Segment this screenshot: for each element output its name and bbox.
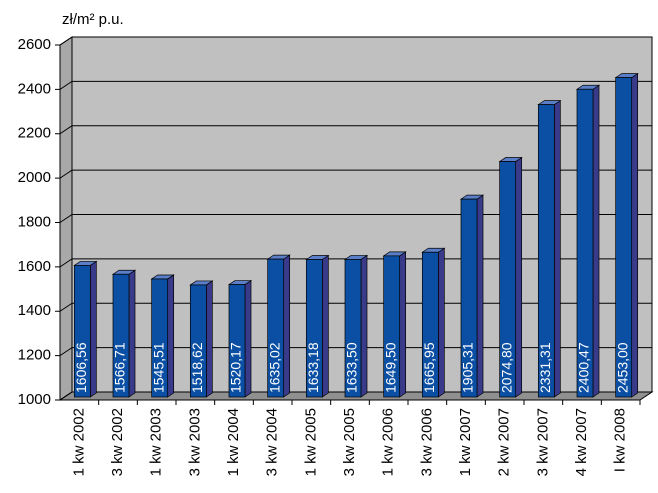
value-label: 1606,56: [73, 342, 89, 393]
x-tick-label: 3 kw 2002: [109, 408, 126, 476]
bar: [343, 254, 369, 398]
bar: [421, 247, 446, 398]
bar-side: [89, 260, 97, 398]
y-tick-label: 1200: [18, 347, 51, 364]
bar-front: [576, 88, 594, 398]
grid-line: [59, 169, 73, 179]
bar-front: [537, 104, 555, 398]
bar-front: [499, 161, 517, 398]
grid-line: [59, 347, 73, 357]
bar-side: [592, 84, 600, 398]
bar-front: [344, 259, 362, 398]
grid-line: [59, 214, 73, 223]
bar-side: [553, 99, 561, 398]
bar: [305, 254, 330, 398]
x-tick-label: 4 kw 2007: [573, 408, 590, 476]
bar-side: [167, 274, 175, 398]
value-label: 1566,71: [112, 342, 128, 393]
bar-side: [244, 279, 252, 398]
bar: [498, 156, 523, 398]
bar-front: [112, 273, 130, 398]
bar: [614, 72, 639, 398]
grid-line: [59, 391, 73, 401]
bar-side: [360, 254, 368, 398]
bar: [537, 99, 562, 398]
bar-side: [205, 280, 213, 398]
y-tick-label: 1800: [18, 213, 51, 230]
bar: [111, 269, 137, 398]
bar-front: [73, 265, 91, 398]
bar-front: [267, 258, 285, 398]
value-label: 1633,50: [344, 342, 360, 393]
y-tick-label: 1400: [18, 302, 51, 319]
bar: [73, 260, 98, 398]
value-label: 1635,02: [266, 342, 282, 393]
grid-line: [59, 302, 73, 312]
bar-side: [321, 254, 329, 398]
bar-side: [399, 251, 407, 398]
value-label: 1545,51: [150, 342, 166, 393]
bar-front: [460, 198, 478, 398]
bar: [266, 254, 291, 398]
y-tick-label: 1600: [18, 258, 51, 275]
bar: [382, 251, 407, 398]
x-tick-label: 1 kw 2007: [457, 408, 474, 476]
y-tick-label: 2200: [18, 125, 51, 142]
value-label: 2453,00: [614, 342, 630, 393]
y-tick-label: 2000: [18, 169, 51, 186]
y-tick-label: 1000: [18, 391, 51, 408]
bar: [575, 84, 601, 398]
bar-front: [228, 284, 246, 398]
value-label: 1520,17: [228, 342, 244, 393]
bar-side: [437, 247, 445, 398]
value-label: 2400,47: [576, 342, 592, 393]
grid-line: [59, 36, 73, 46]
value-label: 1518,62: [189, 342, 205, 393]
x-tick-label: 1 kw 2005: [302, 408, 319, 476]
grid-line: [59, 258, 73, 268]
y-axis-label: zł/m² p.u.: [62, 11, 124, 28]
bar-front: [421, 251, 439, 398]
value-label: 2074,80: [498, 342, 514, 393]
bar-side: [283, 254, 291, 398]
bar-front: [305, 259, 323, 398]
grid-line: [59, 80, 73, 90]
grid-line: [59, 125, 73, 135]
bar-side: [515, 156, 523, 398]
x-tick-label: 3 kw 2007: [534, 408, 551, 476]
bar-side: [631, 72, 639, 398]
bar: [227, 279, 253, 398]
value-label: 1905,31: [460, 342, 476, 393]
x-tick-label: 2 kw 2007: [496, 408, 513, 476]
value-label: 1649,50: [382, 342, 398, 393]
x-tick-label: 3 kw 2004: [264, 408, 281, 476]
x-tick-label: 3 kw 2003: [186, 408, 203, 476]
bar: [189, 280, 214, 398]
x-tick-label: 1 kw 2003: [148, 408, 165, 476]
x-tick-label: 3 kw 2006: [418, 408, 435, 476]
y-tick-label: 2400: [18, 80, 51, 97]
bar-side: [476, 194, 484, 398]
x-tick-label: 1 kw 2002: [70, 408, 87, 476]
x-tick-label: 3 kw 2005: [341, 408, 358, 476]
x-tick-label: 1 kw 2006: [380, 408, 397, 476]
x-tick-label: I kw 2008: [612, 408, 629, 472]
value-label: 1633,18: [305, 342, 321, 393]
bar-front: [189, 284, 207, 398]
bar-front: [383, 255, 401, 398]
bar-side: [128, 269, 136, 398]
value-label: 2331,31: [537, 342, 553, 393]
bar-front: [615, 77, 633, 398]
x-tick-label: 1 kw 2004: [225, 408, 242, 476]
bar-front: [151, 278, 169, 398]
value-label: 1665,95: [421, 342, 437, 393]
bar: [150, 274, 175, 398]
bar: [459, 194, 485, 398]
y-tick-label: 2600: [18, 36, 51, 53]
